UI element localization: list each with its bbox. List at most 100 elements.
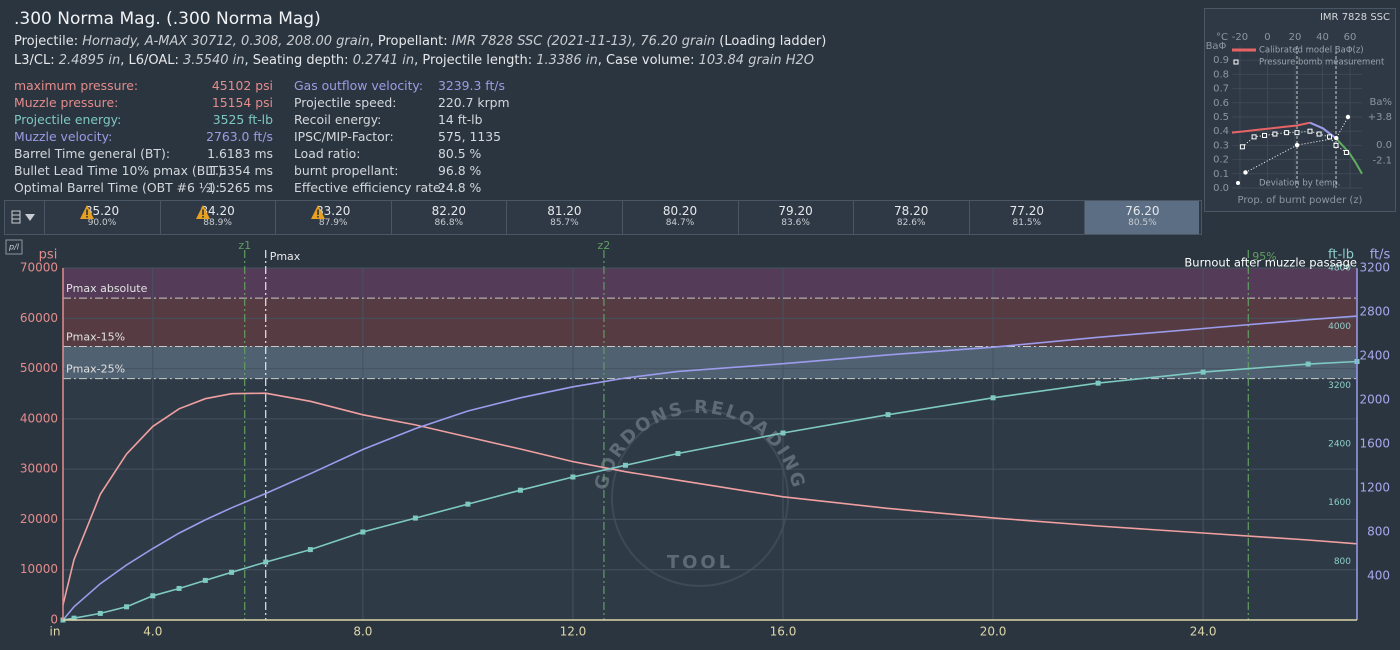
data-point [1316,131,1322,137]
ladder-cell[interactable]: 83.20 87.9% [275,201,390,234]
marker-label: z2 [598,239,611,252]
legend-label: Pressure bomb measurement [1259,58,1385,68]
toolbar-button-label[interactable]: p/l [8,243,20,252]
y2-tick-label: 1200 [1359,481,1390,495]
info-value: 3525 ft-lb [212,112,273,127]
warning-dot [86,216,88,218]
data-point [150,593,156,599]
data-line [1231,121,1311,134]
data-line [62,392,1358,606]
header-segment: , Projectile length: [414,53,537,68]
data-point [1345,114,1351,120]
y-tick-label: 0.3 [1213,140,1229,151]
info-label: Muzzle pressure: [14,95,119,110]
ladder-percent: 84.7% [665,218,695,228]
ladder-percent: 80.5% [1128,218,1157,228]
y-tick-label: 0.1 [1213,169,1229,180]
legend-label: Deviation by temp. [1259,179,1340,189]
annotation: Burnout after muzzle passage [1184,256,1357,270]
title: .300 Norma Mag. (.300 Norma Mag) [14,9,321,29]
data-line [1245,116,1349,173]
info-label: Gas outflow velocity: [294,78,424,93]
data-point [176,585,182,591]
ladder-charge: 78.20 [894,204,929,218]
data-point [1327,134,1332,140]
ladder-cell[interactable]: 76.20 80.5% [1084,201,1200,234]
y-axis-title: psi [39,248,58,263]
y2-axis-title: Ba% [1370,97,1393,108]
data-point [97,610,103,616]
info-label: IPSC/MIP-Factor: [294,129,394,144]
ladder-percent: 88.9% [203,218,232,228]
data-point [1294,130,1300,136]
ladder-cell[interactable]: 82.20 86.8% [390,201,506,234]
ladder-cell[interactable]: 79.20 83.6% [737,201,853,234]
header-segment: , Case volume: [597,53,699,68]
y2-tick-label: +3.8 [1368,112,1392,123]
warning-icon [195,205,210,219]
ladder-percent: 90.0% [87,218,117,228]
warning-dot [317,216,319,218]
info-label: Projectile speed: [294,95,397,110]
y3-tick-label: 4000 [1328,322,1351,332]
pressure-band [63,268,1357,299]
ladder-cell[interactable]: 80.20 84.7% [622,201,737,234]
info-value: 1.6183 ms [207,146,273,161]
y-tick-label: 30000 [20,462,58,476]
data-point [1343,150,1349,155]
y3-tick-label: 4800 [1328,264,1351,274]
info-label: maximum pressure: [14,78,139,93]
x-tick-label: 8.0 [353,625,372,639]
info-label: Muzzle velocity: [14,129,113,144]
ladder-cell[interactable]: 81.20 85.7% [506,201,621,234]
marker-label: 95% [1252,250,1276,263]
info-value: 1.5354 ms [207,163,273,178]
ladder-cell[interactable]: 78.20 82.6% [853,201,968,234]
header-segment: Projectile: [14,34,83,49]
ladder-cell[interactable]: 77.20 81.5% [968,201,1084,234]
header-segment: L3/CL: [14,53,59,68]
y-tick-label: 0 [50,613,58,627]
y2-tick-label: 3200 [1359,261,1390,275]
data-point [124,604,130,610]
data-point [570,474,576,480]
inset-chart: IMR 7828 SSC 0.0 0.1 0.2 0.3 0.4 0.5 0.6 0.7 0.8 0… [1204,8,1396,212]
info-value: 15154 psi [211,95,273,110]
info-value: 14 ft-lb [438,112,483,127]
y3-tick-label: 2400 [1328,440,1351,450]
y2-tick-label: 800 [1367,525,1390,539]
info-label: Optimal Barrel Time (OBT #6 ½): [14,180,220,195]
ladder-charge: 83.20 [316,204,351,218]
x-tick-label: 12.0 [560,625,587,639]
toolbar-button [5,239,23,255]
ladder-percent: 87.9% [318,218,348,228]
info-value: 96.8 % [438,163,482,178]
y3-tick-label: 800 [1334,557,1351,567]
data-point [202,577,208,583]
pressure-band [63,346,1357,379]
y-tick-label: 0.9 [1213,55,1229,66]
data-point [1334,135,1339,141]
header-segment: 2.4895 in [58,53,121,68]
ladder-percent: 81.5% [1012,218,1042,228]
x-tick-label: 20.0 [980,625,1007,639]
limit-label: Pmax-15% [66,330,125,343]
x2-axis-title: °C [1216,32,1228,43]
y-tick-label: 0.4 [1213,126,1229,137]
y-tick-label: 10000 [20,562,58,576]
y3-tick-label: 1600 [1328,498,1351,508]
ladder-cell[interactable]: 85.20 90.0% [44,201,159,234]
data-point [517,487,523,493]
y2-tick-label: 1600 [1359,437,1390,451]
ladder-charge: 81.20 [547,204,582,218]
data-point [885,412,891,418]
y2-tick-label: 2400 [1359,349,1390,363]
ladder-menu[interactable] [5,201,43,234]
data-point [412,515,418,521]
ladder-charge: 82.20 [431,204,466,218]
dimensions-line: L3/CL: 2.4895 in, L6/OAL: 3.5540 in, Sea… [14,53,814,68]
data-point [1305,361,1311,367]
data-point [780,430,786,436]
data-point [307,547,313,553]
ladder-cell[interactable]: 84.20 88.9% [159,201,275,234]
